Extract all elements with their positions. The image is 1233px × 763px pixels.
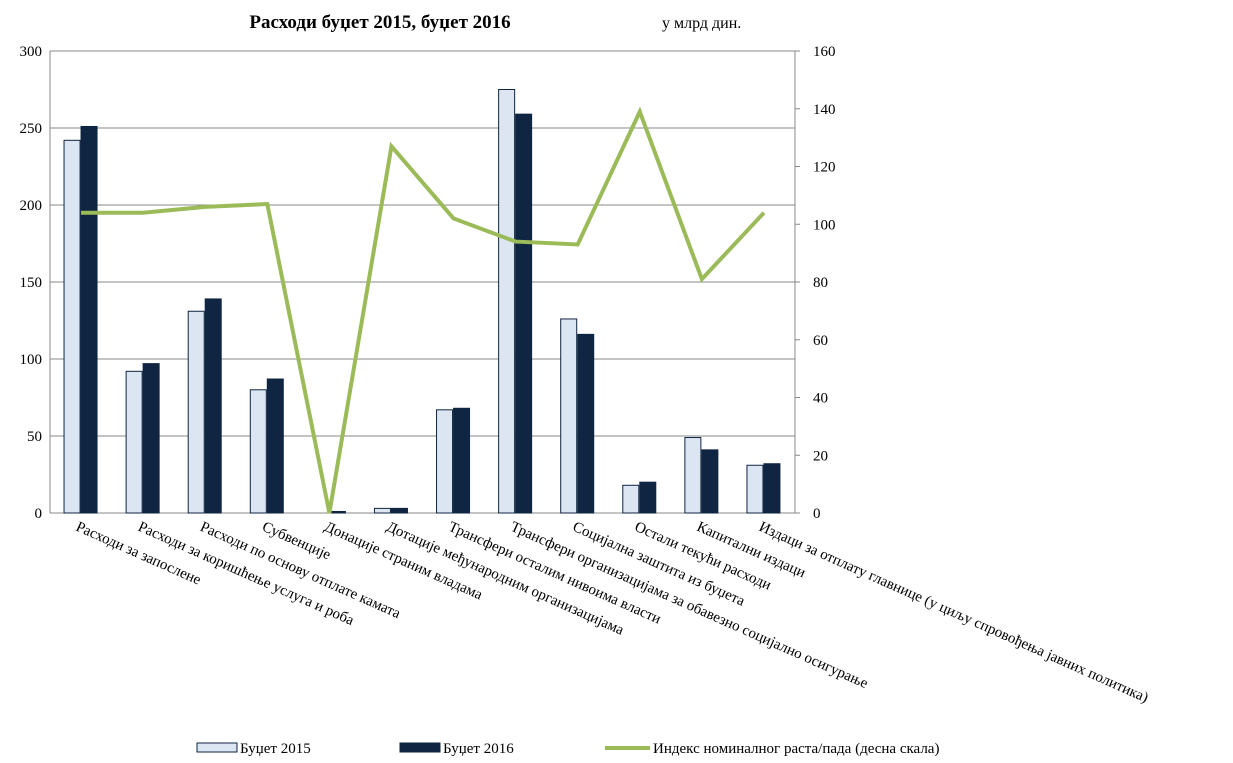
y-tick-label: 300 [20, 44, 43, 60]
bar [436, 409, 454, 514]
y-tick-label: 50 [27, 429, 42, 445]
y2-tick-label: 100 [813, 217, 836, 233]
bar [63, 139, 81, 514]
bar [249, 389, 267, 514]
y-tick-label: 250 [20, 121, 43, 137]
chart-title: Расходи буџет 2015, буџет 2016 [249, 12, 510, 33]
bar [390, 507, 408, 514]
legend-swatch [399, 742, 441, 753]
y-tick-label: 100 [20, 352, 43, 368]
y2-tick-label: 20 [813, 448, 828, 464]
y2-tick-label: 60 [813, 333, 828, 349]
y-tick-label: 0 [35, 506, 43, 522]
bar [763, 463, 781, 514]
bar [639, 481, 657, 514]
bar [622, 484, 640, 514]
bar [498, 89, 516, 514]
chart-subtitle: у млрд дин. [662, 15, 741, 32]
x-tick-label: Издаци за отплату главнице (у циљу спров… [756, 519, 1150, 706]
bar [560, 318, 578, 514]
legend-label: Индекс номиналног раста/пада (десна скал… [653, 741, 939, 757]
line-series [81, 106, 766, 514]
bar [515, 113, 533, 514]
bar [266, 378, 284, 514]
bar [373, 507, 391, 514]
bar [684, 437, 702, 514]
y2-tick-label: 140 [813, 102, 836, 118]
bar [142, 363, 160, 514]
bar [125, 370, 143, 514]
y2-tick-label: 40 [813, 391, 828, 407]
legend-label: Буџет 2015 [240, 741, 311, 757]
y2-tick-label: 0 [813, 506, 821, 522]
legend-label: Буџет 2016 [443, 741, 514, 757]
y2-tick-label: 160 [813, 44, 836, 60]
y-tick-label: 150 [20, 275, 43, 291]
legend-swatch [196, 742, 238, 753]
bar [328, 510, 346, 514]
bar [80, 125, 98, 514]
bar [746, 464, 764, 514]
y2-tick-label: 120 [813, 160, 836, 176]
y-tick-label: 200 [20, 198, 43, 214]
bar [453, 407, 471, 514]
y2-tick-label: 80 [813, 275, 828, 291]
bar [204, 298, 222, 514]
bar [187, 310, 205, 514]
bar [577, 333, 595, 514]
bar [701, 449, 719, 514]
